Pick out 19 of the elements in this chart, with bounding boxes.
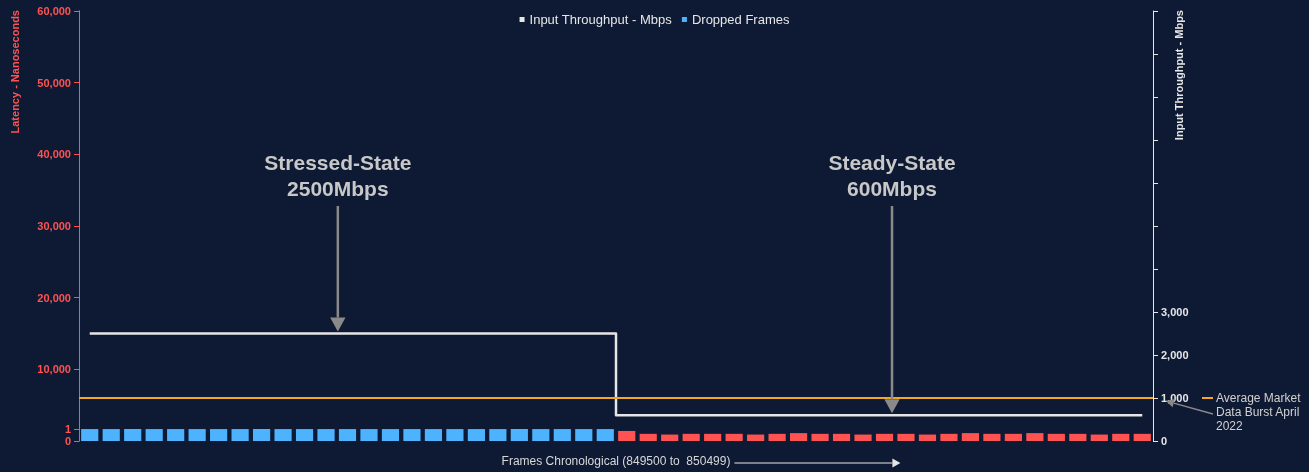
y2-axis-title: Input Throughput - Mbps	[1173, 10, 1185, 141]
annotation: Stressed-State 2500Mbps	[264, 151, 412, 200]
y-tick-label: 20,000	[37, 291, 71, 304]
x-axis-title: Frames Chronological (849500 to 850499)	[501, 454, 731, 468]
y2-tick-label: 2,000	[1161, 349, 1189, 361]
y-axis-title: Latency - Nanoseconds	[9, 10, 21, 134]
y-tick-label: 50,000	[37, 76, 71, 89]
y-tick-label: 60,000	[37, 5, 71, 17]
legend-label: Input Throughput - Mbps	[529, 12, 673, 27]
y2-tick-label: 0	[1161, 435, 1168, 447]
y2-tick-label: 3,000	[1161, 306, 1189, 318]
y-tick-label: 40,000	[37, 148, 71, 161]
y-tick-label: 10,000	[37, 363, 71, 376]
annotation: Steady-State 600Mbps	[828, 151, 956, 200]
y3-tick-label: 1	[64, 423, 71, 436]
y-tick-label: 30,000	[37, 220, 71, 232]
y3-tick-label: 0	[64, 435, 71, 447]
legend-label: Dropped Frames	[691, 12, 790, 27]
legend-label: Average Market Data Burst April 2022	[1216, 391, 1302, 433]
